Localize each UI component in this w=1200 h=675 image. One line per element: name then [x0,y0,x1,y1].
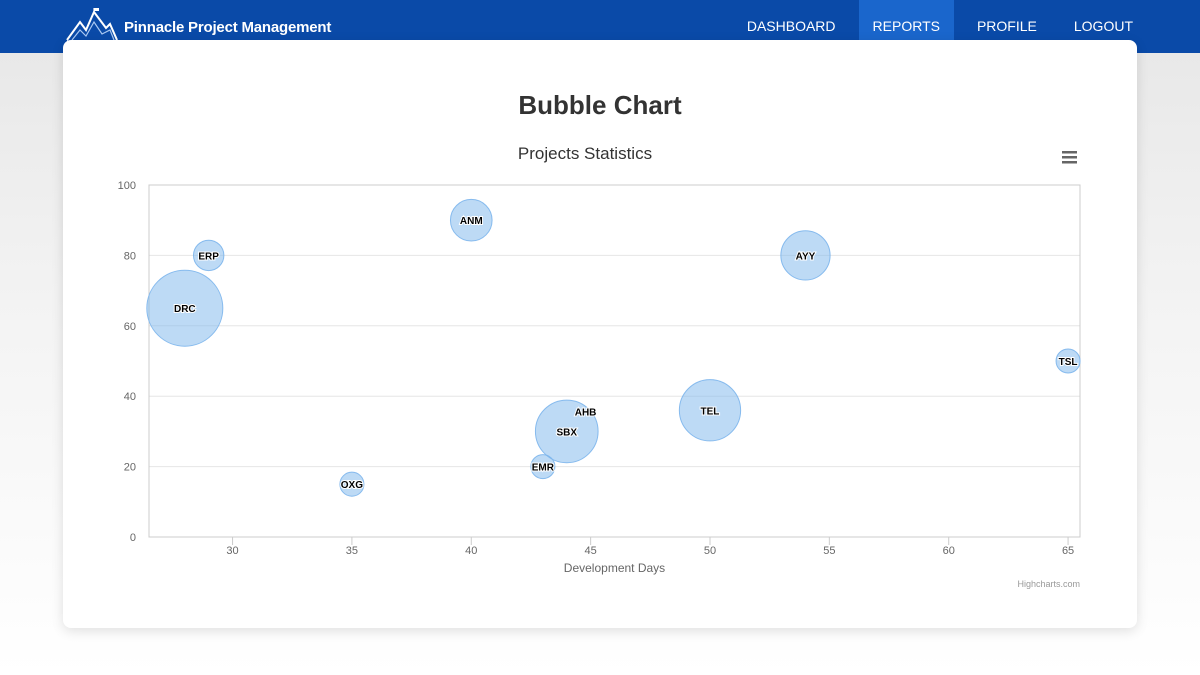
brand[interactable]: Pinnacle Project Management [66,8,331,42]
x-tick-label: 40 [465,545,477,557]
nav-logout[interactable]: LOGOUT [1073,18,1133,34]
bubble-erp[interactable] [192,239,225,272]
bubble-label: AYY [796,251,816,262]
x-tick-label: 60 [943,545,955,557]
bubble-drc[interactable] [146,269,224,347]
bubble-oxg[interactable] [339,471,365,497]
mountain-logo-icon [66,8,118,42]
bubble-label: TSL [1059,357,1078,368]
bubble-emr[interactable] [530,454,556,480]
y-tick-label: 80 [124,250,136,262]
chart-credits[interactable]: Highcharts.com [1017,579,1080,589]
y-tick-label: 20 [124,462,136,474]
nav-dashboard[interactable]: DASHBOARD [746,18,836,34]
brand-name: Pinnacle Project Management [124,18,332,36]
x-tick-label: 50 [704,545,716,557]
x-tick-label: 30 [226,545,238,557]
bubble-tel[interactable] [678,379,742,442]
x-tick-label: 45 [585,545,597,557]
nav-profile[interactable]: PROFILE [976,18,1037,34]
bubble-label: OXG [341,480,363,491]
bubble-label: EMR [532,463,555,474]
bubble-sbx[interactable] [534,399,599,464]
bubble-label: DRC [174,304,196,315]
content-card: Bubble Chart Projects Statistics 0 20 40 60 8… [63,40,1137,628]
bubble-ayy[interactable] [780,230,831,281]
plot-border [148,184,1081,538]
bubble-label: ANM [460,216,483,227]
hamburger-menu-icon[interactable] [1062,151,1077,164]
y-tick-label: 40 [124,391,136,403]
y-tick-label: 60 [124,321,136,333]
bubble-label: SBX [556,427,577,438]
x-tick-label: 35 [346,545,358,557]
chart-title: Projects Statistics [518,144,652,163]
x-axis-label: Development Days [564,561,665,575]
bubble-chart: Projects Statistics 0 20 40 60 80 100 30 35 40 45 5… [118,144,1081,589]
bubble-label: TEL [701,406,720,417]
bubble-label: AHB [575,408,597,419]
x-tick-label: 55 [823,545,835,557]
bubble-tsl[interactable] [1055,348,1081,374]
bubble-anm[interactable] [449,198,493,242]
y-tick-label: 100 [118,180,136,192]
page-title: Bubble Chart [518,90,682,120]
y-tick-label: 0 [130,532,136,544]
bubble-label: ERP [198,251,219,262]
x-tick-label: 65 [1062,545,1074,557]
